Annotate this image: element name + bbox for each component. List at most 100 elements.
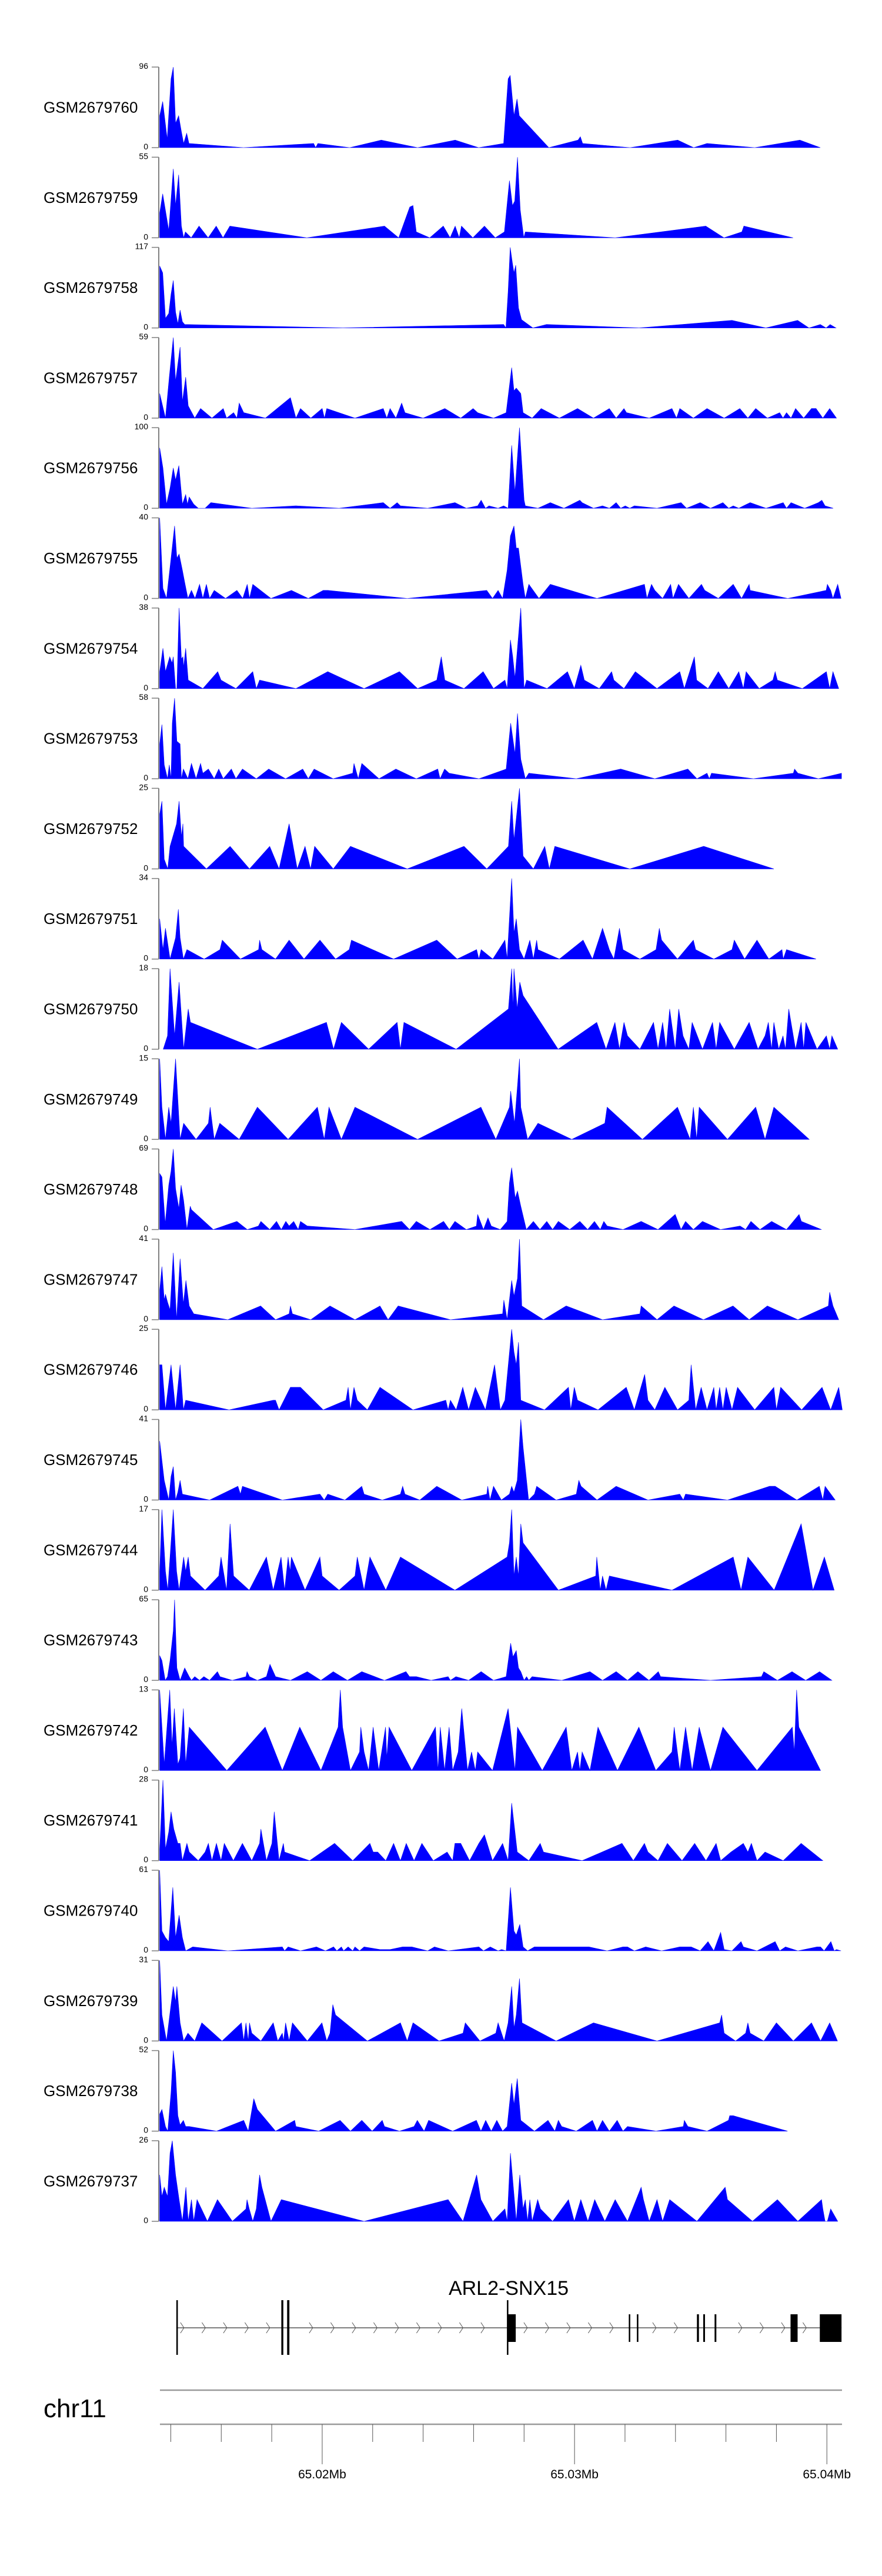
track-GSM2679738: GSM2679738 52 0 — [44, 2045, 788, 2135]
track-label: GSM2679752 — [44, 820, 138, 837]
track-GSM2679754: GSM2679754 38 0 — [44, 602, 839, 692]
track-GSM2679751: GSM2679751 34 0 — [44, 873, 816, 963]
track-GSM2679739: GSM2679739 31 0 — [44, 1954, 838, 2044]
strand-arrow-icon — [544, 2322, 549, 2334]
y-tick-label-zero: 0 — [143, 1224, 148, 1233]
y-tick-label-max: 117 — [135, 242, 149, 251]
coverage-area — [159, 1690, 821, 1771]
strand-arrow-icon — [330, 2322, 335, 2334]
coverage-area — [159, 1960, 838, 2042]
coverage-area — [159, 2050, 788, 2132]
y-tick-label-max: 65 — [139, 1594, 148, 1603]
strand-arrow-icon — [373, 2322, 377, 2334]
track-GSM2679746: GSM2679746 25 0 — [44, 1323, 843, 1413]
chromosome-label: chr11 — [44, 2394, 106, 2423]
y-tick-label-max: 13 — [139, 1684, 148, 1693]
track-GSM2679740: GSM2679740 61 0 — [44, 1864, 841, 1954]
coverage-area — [159, 1329, 843, 1411]
y-tick-label-max: 61 — [139, 1864, 148, 1874]
exon — [287, 2300, 290, 2355]
y-tick-label-zero: 0 — [143, 1945, 148, 1954]
strand-arrow-icon — [759, 2322, 764, 2334]
strand-arrow-icon — [244, 2322, 249, 2334]
track-GSM2679743: GSM2679743 65 0 — [44, 1594, 833, 1684]
track-GSM2679747: GSM2679747 41 0 — [44, 1233, 839, 1323]
track-GSM2679742: GSM2679742 13 0 — [44, 1684, 821, 1774]
genome-axis-track: chr11 65.02Mb 65.03Mb 65.04Mb — [44, 2389, 851, 2481]
track-label: GSM2679751 — [44, 910, 138, 927]
track-GSM2679757: GSM2679757 59 0 — [44, 332, 837, 422]
y-tick-label-zero: 0 — [143, 142, 148, 151]
coverage-area — [163, 968, 838, 1050]
y-tick-label-max: 41 — [139, 1233, 148, 1243]
exon — [637, 2314, 639, 2342]
exon — [714, 2314, 717, 2342]
coverage-area — [159, 878, 816, 960]
track-GSM2679758: GSM2679758 117 0 — [44, 242, 837, 332]
track-label: GSM2679755 — [44, 549, 138, 567]
coverage-area — [159, 1149, 822, 1230]
track-GSM2679752: GSM2679752 25 0 — [44, 782, 774, 872]
strand-arrow-icon — [652, 2322, 657, 2334]
exon — [697, 2314, 699, 2342]
y-tick-label-max: 28 — [139, 1774, 148, 1784]
y-tick-label-zero: 0 — [143, 683, 148, 692]
y-tick-label-max: 26 — [139, 2135, 148, 2144]
track-label: GSM2679748 — [44, 1180, 138, 1198]
coverage-area — [159, 247, 837, 329]
y-tick-label-zero: 0 — [143, 773, 148, 782]
coverage-area — [159, 1870, 841, 1951]
exon — [820, 2314, 842, 2342]
strand-arrow-icon — [395, 2322, 399, 2334]
track-label: GSM2679758 — [44, 279, 138, 296]
strand-arrow-icon — [459, 2322, 463, 2334]
strand-arrow-icon — [416, 2322, 420, 2334]
strand-arrow-icon — [266, 2322, 270, 2334]
strand-arrow-icon — [523, 2322, 528, 2334]
track-GSM2679737: GSM2679737 26 0 — [44, 2135, 838, 2225]
track-GSM2679755: GSM2679755 40 0 — [44, 512, 841, 602]
coverage-area — [159, 428, 834, 509]
coverage-area — [159, 337, 837, 419]
track-GSM2679741: GSM2679741 28 0 — [44, 1774, 824, 1864]
track-GSM2679748: GSM2679748 69 0 — [44, 1143, 822, 1233]
track-label: GSM2679753 — [44, 730, 138, 748]
x-tick-label: 65.03Mb — [550, 2468, 599, 2481]
track-label: GSM2679738 — [44, 2082, 138, 2100]
coverage-area — [159, 1059, 810, 1140]
strand-arrow-icon — [802, 2322, 807, 2334]
gene-label: ARL2-SNX15 — [449, 2277, 569, 2300]
track-label: GSM2679759 — [44, 189, 138, 206]
y-tick-label-zero: 0 — [143, 412, 148, 422]
exon — [281, 2300, 283, 2355]
coverage-area — [159, 518, 841, 599]
track-label: GSM2679739 — [44, 1992, 138, 2010]
strand-arrow-icon — [309, 2322, 313, 2334]
y-tick-label-zero: 0 — [143, 1314, 148, 1323]
track-GSM2679749: GSM2679749 15 0 — [44, 1053, 810, 1143]
coverage-area — [159, 1600, 833, 1681]
track-GSM2679756: GSM2679756 100 0 — [44, 422, 834, 512]
coverage-area — [159, 1780, 824, 1861]
y-tick-label-zero: 0 — [143, 322, 148, 332]
track-GSM2679744: GSM2679744 17 0 — [44, 1504, 835, 1594]
strand-arrow-icon — [587, 2322, 592, 2334]
y-tick-label-zero: 0 — [143, 863, 148, 872]
x-tick-label: 65.04Mb — [803, 2468, 851, 2481]
track-GSM2679759: GSM2679759 55 0 — [44, 151, 793, 241]
track-GSM2679760: GSM2679760 96 0 — [44, 61, 821, 151]
strand-arrow-icon — [201, 2322, 206, 2334]
strand-arrow-icon — [673, 2322, 678, 2334]
exon — [507, 2314, 516, 2342]
y-tick-label-zero: 0 — [143, 1855, 148, 1864]
coverage-area — [159, 1239, 839, 1320]
y-tick-label-zero: 0 — [143, 2215, 148, 2225]
y-tick-label-zero: 0 — [143, 502, 148, 512]
y-tick-label-max: 59 — [139, 332, 148, 341]
y-tick-label-max: 34 — [139, 873, 148, 882]
y-tick-label-max: 69 — [139, 1143, 148, 1153]
track-GSM2679745: GSM2679745 41 0 — [44, 1414, 836, 1504]
track-label: GSM2679740 — [44, 1902, 138, 1920]
